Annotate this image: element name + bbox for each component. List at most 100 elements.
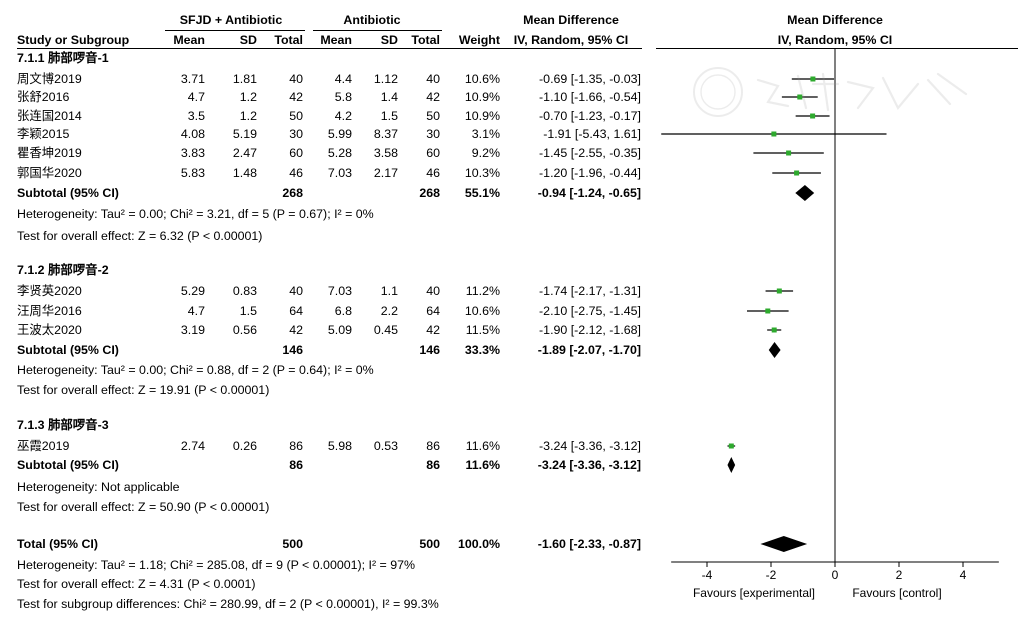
header-total-exp: Total [274,33,303,47]
header-md-right-sub: IV, Random, 95% CI [777,33,893,47]
subtotal-ci: -3.24 [-3.36, -3.12] [537,458,641,472]
study-mean-exp: 4.08 [180,127,205,141]
header-underline-ctl [313,30,442,31]
study-sd-ctl: 1.4 [380,90,398,104]
total-weight: 100.0% [457,537,500,551]
study-total-exp: 40 [289,284,303,298]
study-ci: -1.10 [-1.66, -0.54] [539,90,641,104]
total-ci: -1.60 [-2.33, -0.87] [537,537,641,551]
subgroup-title: 7.1.2 肺部啰音-2 [17,263,109,277]
study-name: 巫霞2019 [17,439,70,453]
study-sd-exp: 1.48 [232,166,257,180]
heterogeneity-text: Heterogeneity: Not applicable [17,480,180,494]
total-diamond [760,536,808,552]
study-mean-ctl: 6.8 [334,304,352,318]
study-name: 王波太2020 [17,323,82,337]
study-mean-exp: 4.7 [187,90,205,104]
subtotal-diamond [795,185,815,201]
study-mean-ctl: 4.2 [334,109,352,123]
study-sd-exp: 1.2 [239,109,257,123]
study-mean-exp: 5.83 [180,166,205,180]
study-mean-ctl: 5.8 [334,90,352,104]
header-group-experimental: SFJD + Antibiotic [179,13,283,27]
subtotal-weight: 11.6% [465,458,500,472]
study-mean-ctl: 7.03 [327,166,352,180]
subgroup-title: 7.1.3 肺部啰音-3 [17,418,109,432]
study-sd-exp: 2.47 [232,146,257,160]
study-mean-exp: 2.74 [180,439,205,453]
study-mean-ctl: 7.03 [327,284,352,298]
study-point-estimate [765,308,771,314]
forest-table: SFJD + Antibiotic Antibiotic Mean Differen… [17,13,1018,611]
study-total-ctl: 40 [426,72,440,86]
study-sd-ctl: 1.12 [373,72,398,86]
study-weight: 10.6% [464,72,500,86]
total-total-ctl: 500 [419,537,440,551]
study-point-estimate [771,131,777,137]
study-sd-ctl: 1.1 [380,284,398,298]
study-sd-exp: 0.26 [232,439,257,453]
subtotal-total-exp: 86 [289,458,303,472]
study-sd-exp: 1.5 [239,304,257,318]
footer-heterogeneity: Heterogeneity: Tau² = 1.18; Chi² = 285.0… [17,558,416,572]
study-sd-ctl: 0.45 [373,323,398,337]
study-sd-exp: 0.83 [232,284,257,298]
header-sd-exp: SD [239,33,257,47]
study-sd-ctl: 0.53 [373,439,398,453]
study-sd-exp: 5.19 [232,127,257,141]
study-mean-exp: 3.83 [180,146,205,160]
subtotal-total-exp: 268 [282,186,303,200]
study-mean-exp: 4.7 [187,304,205,318]
header-sd-ctl: SD [380,33,398,47]
subtotal-total-exp: 146 [282,343,303,357]
study-weight: 11.5% [465,323,500,337]
study-total-ctl: 42 [426,90,440,104]
header-underline-left [17,48,642,49]
header-underline-exp [165,30,305,31]
study-sd-exp: 0.56 [232,323,257,337]
study-name: 周文博2019 [17,72,82,86]
favours-experimental-label: Favours [experimental] [693,586,815,600]
study-name: 张连国2014 [17,109,82,123]
study-sd-ctl: 3.58 [373,146,398,160]
study-name: 汪周华2016 [17,304,82,318]
total-label: Total (95% CI) [17,537,99,551]
study-point-estimate [794,170,800,176]
study-weight: 10.3% [464,166,500,180]
study-total-exp: 42 [289,90,303,104]
overall-effect-text: Test for overall effect: Z = 50.90 (P < … [17,500,270,514]
study-total-exp: 50 [289,109,303,123]
subtotal-total-ctl: 146 [419,343,440,357]
study-total-exp: 86 [289,439,303,453]
study-total-ctl: 50 [426,109,440,123]
study-mean-ctl: 5.09 [327,323,352,337]
subtotal-diamond [768,342,781,358]
study-name: 瞿香坤2019 [17,146,82,160]
study-point-estimate [776,288,782,294]
study-total-exp: 64 [289,304,303,318]
study-total-ctl: 40 [426,284,440,298]
header-mean-exp: Mean [173,33,205,47]
subtotal-diamond [727,457,736,473]
study-point-estimate [728,443,734,449]
study-sd-ctl: 8.37 [373,127,398,141]
study-mean-exp: 3.71 [180,72,205,86]
subgroup-title: 7.1.1 肺部啰音-1 [17,51,109,65]
study-name: 李颖2015 [17,127,70,141]
study-ci: -0.69 [-1.35, -0.03] [539,72,641,86]
study-mean-exp: 5.29 [180,284,205,298]
study-total-ctl: 60 [426,146,440,160]
study-mean-exp: 3.19 [180,323,205,337]
study-ci: -1.74 [-2.17, -1.31] [539,284,641,298]
overall-effect-text: Test for overall effect: Z = 19.91 (P < … [17,383,270,397]
study-name: 郭国华2020 [17,166,82,180]
x-tick-label: 2 [896,568,903,582]
study-ci: -3.24 [-3.36, -3.12] [539,439,641,453]
study-ci: -0.70 [-1.23, -0.17] [539,109,641,123]
study-sd-exp: 1.81 [232,72,257,86]
study-point-estimate [797,94,803,100]
study-weight: 10.6% [464,304,500,318]
study-point-estimate [771,327,777,333]
subtotal-label: Subtotal (95% CI) [17,458,119,472]
study-mean-exp: 3.5 [187,109,205,123]
